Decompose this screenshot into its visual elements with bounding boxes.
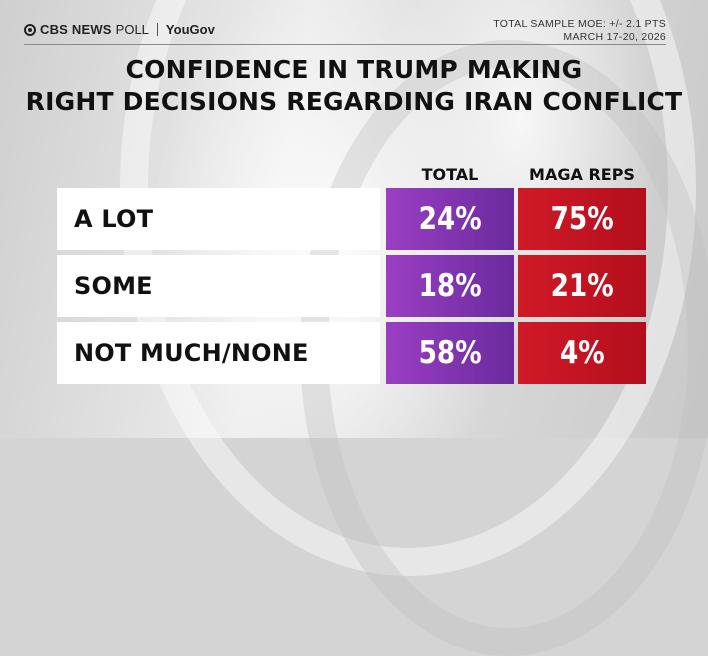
cell-maga-reps-value: 75% — [550, 201, 614, 237]
cell-maga-reps: 75% — [518, 188, 646, 250]
title-line-2: RIGHT DECISIONS REGARDING IRAN CONFLICT — [25, 87, 683, 116]
row-label: NOT MUCH/NONE — [57, 322, 380, 384]
sample-info: TOTAL SAMPLE MOE: +/- 2.1 PTS MARCH 17-2… — [493, 18, 666, 44]
row-label: SOME — [57, 255, 380, 317]
chart-title: CONFIDENCE IN TRUMP MAKING RIGHT DECISIO… — [0, 54, 708, 118]
cbs-news-poll-logo: CBS NEWS POLL YouGov — [24, 22, 215, 37]
cell-total: 58% — [386, 322, 514, 384]
brand-cbs: CBS NEWS — [40, 22, 112, 37]
cell-total-value: 18% — [418, 268, 482, 304]
cell-maga-reps-value: 21% — [550, 268, 614, 304]
header-rule — [24, 44, 666, 45]
cell-total: 18% — [386, 255, 514, 317]
column-header-total: TOTAL — [421, 165, 479, 184]
cell-total-value: 24% — [418, 201, 482, 237]
column-header-maga-reps: MAGA REPS — [529, 165, 635, 184]
brand-poll: POLL — [115, 22, 149, 37]
date-text: MARCH 17-20, 2026 — [563, 31, 666, 43]
cell-total-value: 58% — [418, 335, 482, 371]
cell-maga-reps: 21% — [518, 255, 646, 317]
moe-text: TOTAL SAMPLE MOE: +/- 2.1 PTS — [493, 18, 666, 30]
row-label: A LOT — [57, 188, 380, 250]
brand-yougov: YouGov — [165, 22, 215, 37]
logo-divider — [156, 23, 158, 36]
cbs-eye-icon — [24, 23, 36, 36]
cell-maga-reps-value: 4% — [559, 335, 605, 371]
cell-maga-reps: 4% — [518, 322, 646, 384]
cell-total: 24% — [386, 188, 514, 250]
title-line-1: CONFIDENCE IN TRUMP MAKING — [125, 55, 583, 84]
